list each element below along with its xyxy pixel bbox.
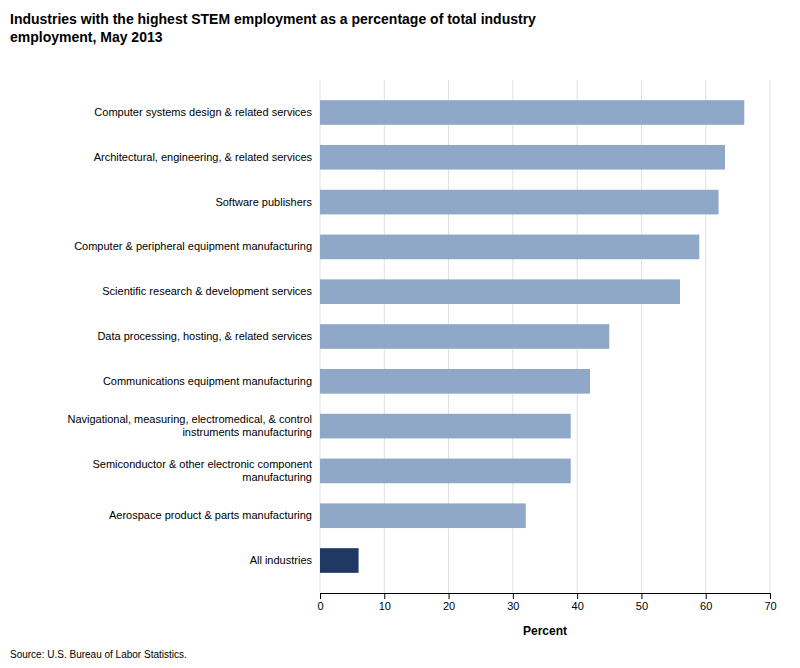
x-tick-label: 40: [572, 600, 584, 612]
y-tick-label: All industries: [250, 554, 313, 566]
y-tick-label: Aerospace product & parts manufacturing: [109, 509, 312, 521]
bar: [320, 459, 571, 484]
x-tick-mark: [706, 593, 707, 599]
x-tick-label: 70: [764, 600, 776, 612]
y-tick: Software publishers: [215, 196, 320, 208]
x-tick-mark: [770, 593, 771, 599]
x-axis: 0 10 20 30 40 50 60 70: [317, 593, 776, 612]
y-tick: Scientific research & development servic…: [102, 285, 320, 297]
y-tick-label-line: Navigational, measuring, electromedical,…: [67, 413, 312, 425]
y-tick: Data processing, hosting, & related serv…: [97, 330, 320, 342]
y-tick-label: Scientific research & development servic…: [102, 285, 312, 297]
y-tick-label-line: Software publishers: [215, 196, 312, 208]
x-tick-label: 60: [700, 600, 712, 612]
y-tick-label-line: instruments manufacturing: [182, 426, 312, 438]
y-tick: Architectural, engineering, & related se…: [94, 151, 320, 163]
y-tick: Aerospace product & parts manufacturing: [109, 509, 320, 521]
y-tick-label: Navigational, measuring, electromedical,…: [67, 413, 312, 438]
y-tick-label-line: Data processing, hosting, & related serv…: [97, 330, 312, 342]
x-tick: 50: [636, 593, 648, 612]
x-tick: 30: [507, 593, 519, 612]
x-tick: 20: [443, 593, 455, 612]
bar: [320, 279, 680, 304]
x-tick: 0: [317, 593, 323, 612]
x-axis-title: Percent: [523, 624, 567, 638]
y-tick: Communications equipment manufacturing: [103, 375, 320, 387]
y-tick: Semiconductor & other electronic compone…: [92, 458, 320, 483]
title: Industries with the highest STEM employm…: [10, 11, 536, 45]
y-tick-label-line: Scientific research & development servic…: [102, 285, 312, 297]
bar: [320, 145, 725, 170]
y-tick-label-line: Semiconductor & other electronic compone…: [92, 458, 312, 470]
y-tick-label: Data processing, hosting, & related serv…: [97, 330, 312, 342]
y-tick-label-line: Computer systems design & related servic…: [94, 106, 312, 118]
bar: [320, 548, 359, 573]
y-tick-label: Communications equipment manufacturing: [103, 375, 312, 387]
y-tick-label: Semiconductor & other electronic compone…: [92, 458, 312, 483]
y-tick: All industries: [250, 554, 320, 566]
bar: [320, 369, 590, 394]
x-tick-mark: [513, 593, 514, 599]
y-tick-label: Software publishers: [215, 196, 312, 208]
y-axis: Computer systems design & related servic…: [67, 106, 320, 566]
y-tick-label-line: manufacturing: [242, 471, 312, 483]
x-tick: 70: [764, 593, 776, 612]
y-tick: Computer & peripheral equipment manufact…: [74, 240, 320, 252]
y-tick-label-line: Computer & peripheral equipment manufact…: [74, 240, 312, 252]
bar: [320, 235, 699, 260]
y-tick: Computer systems design & related servic…: [94, 106, 320, 118]
bar: [320, 324, 609, 349]
y-tick-label-line: Communications equipment manufacturing: [103, 375, 312, 387]
x-tick-label: 10: [379, 600, 391, 612]
source-note: Source: U.S. Bureau of Labor Statistics.: [10, 649, 187, 660]
x-tick-mark: [641, 593, 642, 599]
chart: Industries with the highest STEM employm…: [0, 0, 800, 668]
title-line: employment, May 2013: [10, 29, 163, 45]
grid-line: [770, 80, 771, 593]
x-tick: 10: [379, 593, 391, 612]
x-axis-line: [321, 594, 771, 600]
y-tick-label: Computer systems design & related servic…: [94, 106, 312, 118]
x-tick-label: 20: [443, 600, 455, 612]
x-tick-label: 50: [636, 600, 648, 612]
y-tick-label-line: All industries: [250, 554, 313, 566]
y-tick-label-line: Aerospace product & parts manufacturing: [109, 509, 312, 521]
x-tick-mark: [577, 593, 578, 599]
bars: [320, 100, 744, 573]
bar: [320, 100, 744, 125]
y-tick-label-line: Architectural, engineering, & related se…: [94, 151, 313, 163]
bar: [320, 503, 526, 528]
y-tick: Navigational, measuring, electromedical,…: [67, 413, 320, 438]
grid: [320, 80, 770, 593]
plot: 0 10 20 30 40 50 60 70 Computer systems design &…: [67, 80, 776, 612]
x-tick-mark: [449, 593, 450, 599]
x-tick-label: 30: [507, 600, 519, 612]
x-tick-label: 0: [317, 600, 323, 612]
x-tick: 40: [572, 593, 584, 612]
y-tick-label: Computer & peripheral equipment manufact…: [74, 240, 312, 252]
title-line: Industries with the highest STEM employm…: [10, 11, 536, 27]
bar: [320, 190, 719, 215]
x-tick-mark: [320, 593, 321, 599]
x-tick-mark: [384, 593, 385, 599]
y-tick-label: Architectural, engineering, & related se…: [94, 151, 313, 163]
x-tick: 60: [700, 593, 712, 612]
bar: [320, 414, 571, 439]
